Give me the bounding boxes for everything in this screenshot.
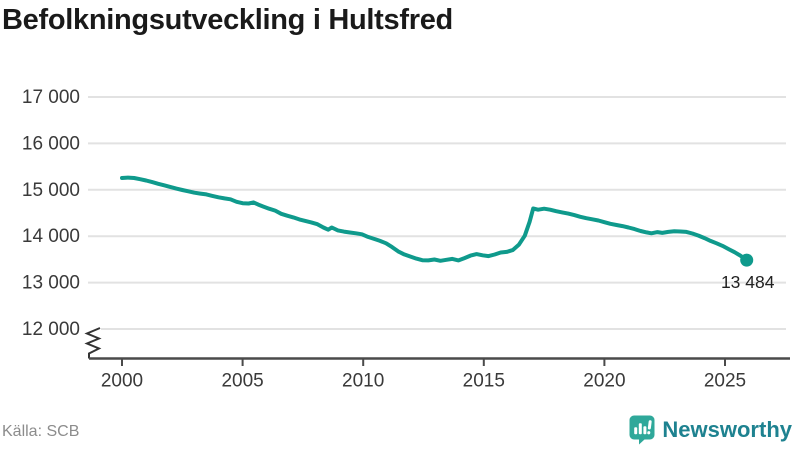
x-axis-tick-label: 2010 [342, 371, 384, 392]
series-end-value-label: 13 484 [721, 272, 775, 292]
x-axis-tick-label: 2000 [101, 371, 143, 392]
y-axis-tick-label: 16 000 [22, 133, 80, 154]
x-axis-tick-label: 2005 [221, 371, 263, 392]
source-note: Källa: SCB [2, 423, 80, 440]
x-axis-tick-label: 2015 [463, 371, 505, 392]
bar-chart-speech-bubble-icon [629, 415, 655, 445]
y-axis-tick-label: 15 000 [22, 180, 80, 201]
y-axis-tick-label: 12 000 [22, 319, 80, 340]
brand-name: Newsworthy [662, 417, 792, 442]
x-axis-tick-label: 2020 [583, 371, 625, 392]
axis-break-icon [84, 327, 102, 359]
series-end-dot [740, 253, 754, 267]
page-title: Befolkningsutveckling i Hultsfred [2, 4, 453, 36]
population-series-line [120, 175, 749, 263]
y-axis-tick-label: 14 000 [22, 226, 80, 247]
x-axis-tick-label: 2025 [704, 371, 746, 392]
newsworthy-logo[interactable]: Newsworthy [629, 415, 792, 445]
y-axis-tick-label: 17 000 [22, 87, 80, 108]
y-axis-tick-label: 13 000 [22, 273, 80, 294]
